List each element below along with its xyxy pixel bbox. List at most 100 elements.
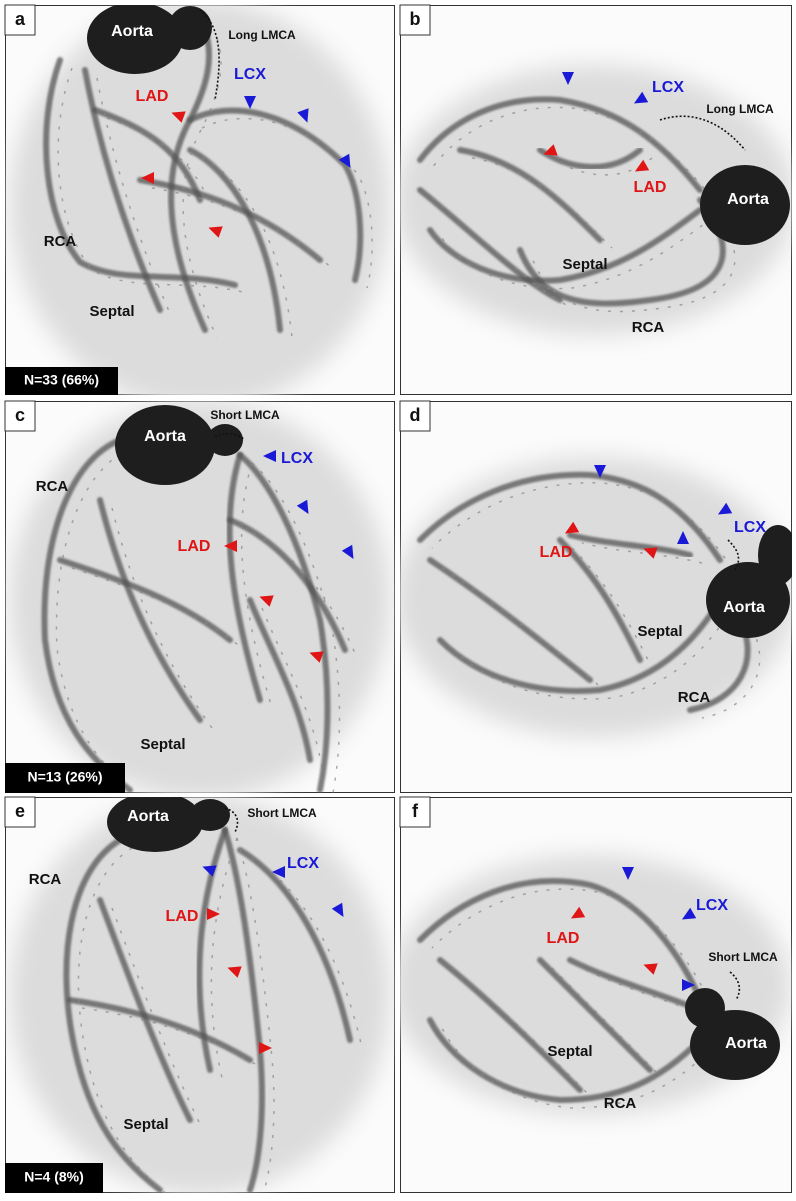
arrowhead	[259, 595, 274, 607]
lmca-arrow	[199, 9, 220, 101]
vessel-branch	[431, 197, 573, 309]
label-lmca: Short LMCA	[210, 408, 280, 422]
label-septal: Septal	[547, 1043, 592, 1060]
vessel-branch	[431, 482, 733, 569]
arrowhead	[259, 1042, 272, 1054]
vessel-branch	[182, 37, 222, 339]
vessel-branch	[106, 117, 213, 209]
label-rca: RCA	[29, 871, 62, 888]
label-septal: Septal	[562, 256, 607, 273]
lmca-arrow	[729, 971, 741, 1001]
heart-shadow	[400, 65, 792, 335]
vessel-branch	[441, 567, 603, 689]
arrowhead	[141, 172, 154, 184]
arrowhead	[570, 906, 586, 919]
vessel-branch	[236, 837, 275, 1193]
vessel	[41, 437, 133, 793]
vessel	[237, 452, 331, 793]
vessel	[43, 57, 238, 288]
panel: Aorta Long LMCA LCX LAD RCA Septal b	[399, 4, 792, 395]
aorta-shadow	[107, 797, 203, 852]
panel-letter-box	[399, 4, 431, 36]
arrowhead	[341, 544, 354, 560]
vessel	[247, 597, 313, 763]
panel: Aorta Short LMCA LCX RCA LAD Septal c N=13 (26%…	[4, 400, 395, 793]
vessel	[437, 957, 583, 1093]
vessel	[237, 847, 353, 1043]
arrowhead	[681, 907, 697, 920]
vessel	[427, 207, 703, 284]
arrowhead	[202, 865, 217, 877]
vessel	[187, 107, 364, 283]
aorta-shadow	[168, 6, 212, 50]
vessel-branch	[431, 106, 713, 199]
aorta-shadow	[87, 5, 183, 74]
vessel	[567, 957, 703, 1013]
label-lcx: LCX	[234, 66, 266, 83]
label-septal: Septal	[637, 623, 682, 640]
vessel	[97, 497, 203, 723]
label-lad: LAD	[547, 930, 580, 947]
label-rca: RCA	[604, 1095, 637, 1112]
arrowhead	[331, 902, 344, 918]
label-lmca: Long LMCA	[228, 28, 296, 42]
label-lmca: Long LMCA	[706, 102, 774, 116]
label-rca: RCA	[678, 689, 711, 706]
arrowhead	[244, 96, 256, 109]
count-box	[5, 1163, 103, 1193]
label-rca: RCA	[36, 478, 69, 495]
lmca-arrow	[659, 115, 746, 151]
aorta-shadow	[207, 424, 243, 456]
vessel-branch	[81, 1007, 263, 1069]
aorta-shadow	[190, 799, 230, 831]
vessel	[227, 517, 348, 653]
aorta-shadow	[685, 988, 725, 1028]
angiogram: Aorta Short LMCA RCA LCX LAD Septal	[10, 797, 390, 1193]
label-lmca: Short LMCA	[708, 950, 778, 964]
vessel	[82, 67, 163, 313]
label-lcx: LCX	[734, 519, 766, 536]
aorta-shadow	[700, 165, 790, 245]
vessel	[63, 837, 163, 1193]
arrowhead	[634, 159, 650, 172]
vessel-branch	[441, 217, 713, 290]
vessel-branch	[451, 607, 733, 700]
panel-letter-box	[4, 4, 36, 36]
count-label: N=13 (26%)	[27, 769, 102, 785]
arrowhead	[272, 866, 285, 878]
panel: LCX LAD Aorta Septal RCA d	[399, 400, 792, 793]
vessel	[427, 557, 593, 683]
vessel	[57, 557, 233, 643]
arrowhead	[227, 966, 242, 978]
vessel-branch	[111, 507, 213, 729]
arrowhead	[682, 979, 695, 991]
angiogram: Aorta Long LMCA LCX LAD RCA Septal	[10, 5, 390, 395]
panel-letter: b	[410, 9, 421, 29]
label-lad: LAD	[136, 88, 169, 105]
vessel	[67, 997, 253, 1063]
angiogram: Aorta Short LMCA LCX RCA LAD Septal	[10, 401, 390, 793]
vessel	[437, 597, 723, 694]
aorta-shadow	[690, 1010, 780, 1080]
vessel-branch	[55, 447, 137, 793]
panel-letter-box	[4, 796, 36, 828]
label-aorta: Aorta	[723, 599, 765, 616]
vessel	[537, 957, 653, 1073]
arrowhead	[622, 867, 634, 880]
panel-letter-box	[399, 400, 431, 432]
panel-letter: d	[410, 405, 421, 425]
vessel-branch	[201, 117, 373, 289]
angiogram: Aorta Long LMCA LCX LAD RCA Septal	[400, 65, 792, 336]
panel-letter: f	[412, 801, 419, 821]
count-box	[5, 763, 125, 793]
label-lmca: Short LMCA	[247, 806, 317, 820]
vessel	[427, 1017, 703, 1104]
vessel	[222, 827, 265, 1193]
arrowhead	[643, 547, 658, 559]
label-rca: RCA	[44, 233, 77, 250]
vessel	[417, 471, 723, 563]
arrowhead	[643, 963, 658, 975]
label-lcx: LCX	[287, 855, 319, 872]
panel-letter: e	[15, 801, 25, 821]
panel: Aorta Long LMCA LCX LAD RCA Septal a N=33 (66%)	[4, 4, 395, 395]
